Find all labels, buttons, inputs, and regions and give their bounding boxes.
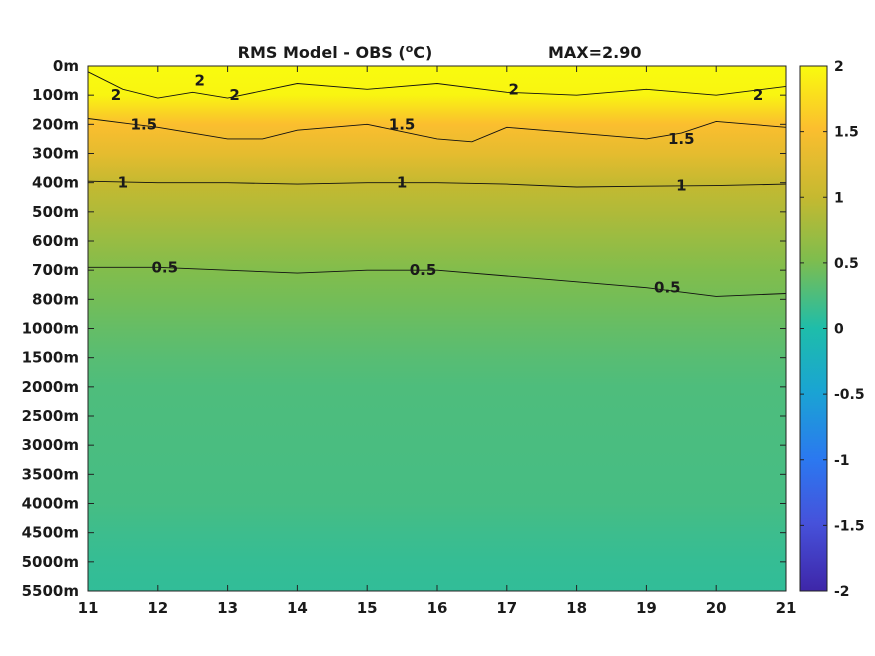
colorbar-gradient [799,65,828,592]
contour-label: 1 [118,174,128,192]
plot-area: 2 2 2 2 2 1.5 1.5 1.5 1 1 1 0.5 0.5 0.5 [87,65,787,592]
contour-line-1.5 [87,118,787,143]
contour-line-1 [87,180,787,188]
colorbar-tick-label: 1.5 [834,125,859,141]
contour-label: 1.5 [131,115,158,133]
x-tick-label: 16 [427,599,448,617]
contour-label: 2 [229,86,239,104]
y-tick-label: 0m [53,57,79,75]
contour-label: 1.5 [668,130,695,148]
heatmap-field [88,66,786,591]
y-tick-label: 400m [32,174,79,192]
y-tick-label: 4500m [22,524,79,542]
x-axis: 11 12 13 14 15 16 17 18 19 20 21 [78,66,797,617]
x-tick-label: 14 [287,599,308,617]
colorbar-tick-label: -2 [834,584,850,600]
chart-title: RMS Model - OBS (oC) [238,42,433,62]
y-tick-label: 2500m [22,407,79,425]
x-tick-label: 21 [776,599,797,617]
y-axis: 0m 100m 200m 300m 400m 500m 600m 700m 800m 1000m 1… [22,57,786,600]
colorbar-tick-label: 0 [834,322,844,338]
x-tick-label: 19 [636,599,657,617]
contour-label: 2 [194,72,204,90]
contour-label: 0.5 [410,261,437,279]
colorbar: 2 1.5 1 0.5 0 -0.5 -1 -1.5 -2 [799,59,865,600]
y-tick-label: 300m [32,145,79,163]
x-tick-label: 20 [706,599,727,617]
colorbar-tick-label: 1 [834,190,844,206]
max-annotation: MAX=2.90 [548,43,642,62]
colorbar-tick-label: 0.5 [834,256,859,272]
y-tick-label: 1500m [22,349,79,367]
contour-label: 2 [509,80,519,98]
x-tick-label: 13 [217,599,238,617]
y-tick-label: 3000m [22,436,79,454]
contour-line-0.5 [88,266,787,297]
colorbar-tick-label: -1.5 [834,518,865,534]
x-tick-label: 15 [357,599,378,617]
colorbar-tick-label: 2 [834,59,844,75]
y-tick-label: 600m [32,232,79,250]
contour-label: 0.5 [654,279,681,297]
colorbar-tick-label: -0.5 [834,387,865,403]
y-tick-label: 5000m [22,553,79,571]
y-tick-label: 100m [32,86,79,104]
y-tick-label: 200m [32,115,79,133]
colorbar-ticks: 2 1.5 1 0.5 0 -0.5 -1 -1.5 -2 [800,59,865,600]
y-tick-label: 800m [32,290,79,308]
x-tick-label: 18 [566,599,587,617]
y-tick-label: 3500m [22,465,79,483]
contour-label: 0.5 [151,258,178,276]
y-tick-label: 500m [32,203,79,221]
colorbar-tick-label: -1 [834,453,850,469]
contour-label: 1 [676,177,686,195]
contour-lines: 2 2 2 2 2 1.5 1.5 1.5 1 1 1 0.5 0.5 0.5 [87,71,787,297]
y-tick-label: 700m [32,261,79,279]
contour-label: 2 [111,86,121,104]
x-tick-label: 12 [147,599,168,617]
contour-label: 1.5 [389,115,416,133]
y-tick-label: 1000m [22,320,79,338]
y-tick-label: 5500m [22,582,79,600]
y-tick-label: 2000m [22,378,79,396]
contour-label: 2 [753,86,763,104]
y-tick-label: 4000m [22,495,79,513]
contour-line-2 [87,71,787,99]
x-tick-label: 17 [496,599,517,617]
x-tick-label: 11 [78,599,99,617]
contour-label: 1 [397,174,407,192]
